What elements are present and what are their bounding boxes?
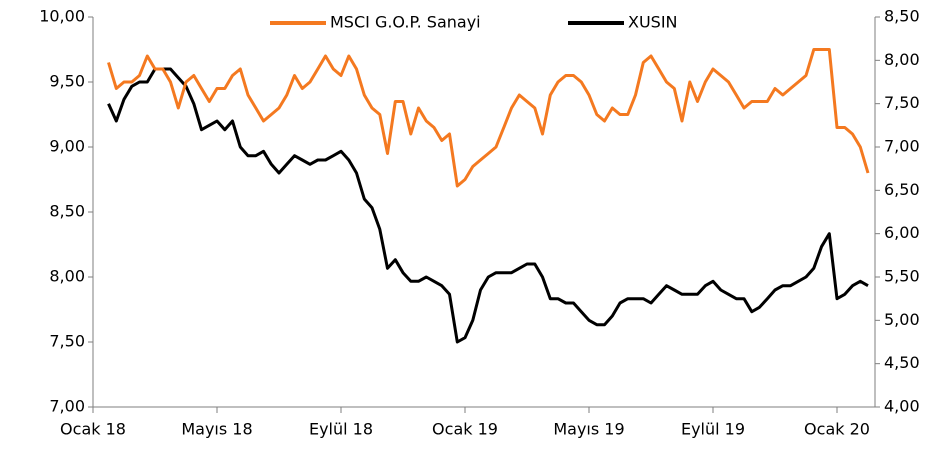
y2-tick-label: 7,50 [884, 93, 920, 112]
y2-tick-label: 4,00 [884, 397, 920, 416]
y2-tick-label: 6,50 [884, 180, 920, 199]
y-tick-label: 8,50 [49, 202, 85, 221]
x-tick-label: Ocak 20 [804, 420, 870, 439]
y2-tick-label: 5,00 [884, 310, 920, 329]
y2-tick-label: 5,50 [884, 267, 920, 286]
y-tick-label: 7,00 [49, 397, 85, 416]
y2-tick-label: 6,00 [884, 223, 920, 242]
series-line [107, 48, 870, 188]
x-tick-label: Ocak 19 [432, 420, 498, 439]
legend-label: XUSIN [628, 13, 678, 32]
y2-tick-label: 7,00 [884, 137, 920, 156]
x-tick-label: Mayıs 19 [553, 420, 624, 439]
y2-tick-label: 4,50 [884, 353, 920, 372]
y-tick-label: 9,00 [49, 137, 85, 156]
y-tick-label: 10,00 [39, 7, 85, 26]
y2-tick-label: 8,00 [884, 50, 920, 69]
x-tick-label: Eylül 18 [309, 420, 373, 439]
y-tick-label: 7,50 [49, 332, 85, 351]
y-tick-label: 8,00 [49, 267, 85, 286]
series-line [107, 67, 869, 344]
x-tick-label: Eylül 19 [681, 420, 745, 439]
y-tick-label: 9,50 [49, 72, 85, 91]
x-tick-label: Ocak 18 [60, 420, 126, 439]
x-tick-label: Mayıs 18 [181, 420, 252, 439]
y2-tick-label: 8,50 [884, 7, 920, 26]
legend-label: MSCI G.O.P. Sanayi [330, 13, 481, 32]
